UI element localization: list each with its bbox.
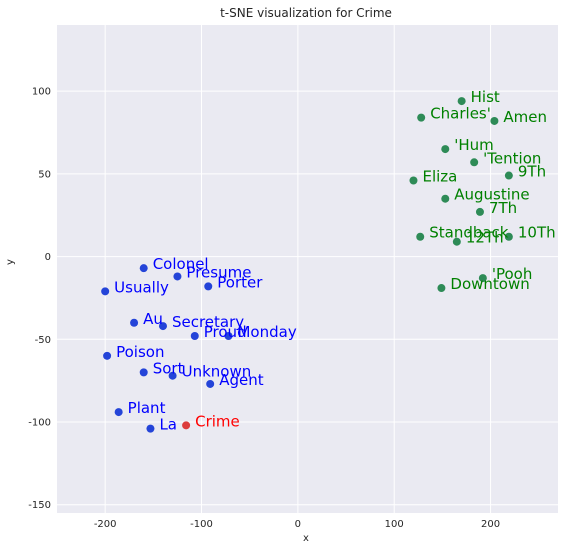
- point-label: Hist: [471, 88, 500, 106]
- point-label: Downtown: [450, 275, 529, 293]
- data-point: [158, 322, 167, 331]
- data-point: [146, 424, 155, 433]
- data-point: [190, 331, 199, 340]
- y-tick-labels: -150 -100 -50 0 50 100: [28, 87, 51, 512]
- y-tick-label: -50: [35, 335, 51, 346]
- point-label: Colonel: [153, 255, 209, 273]
- point-label: 'Tention: [483, 149, 541, 167]
- data-point: [204, 282, 213, 291]
- point-label: Agent: [219, 371, 264, 389]
- data-point: [470, 158, 479, 167]
- y-axis-label: y: [5, 259, 16, 265]
- data-point: [168, 371, 177, 380]
- y-tick-label: 100: [32, 87, 51, 98]
- data-point: [130, 318, 139, 327]
- point-label: La: [159, 416, 177, 434]
- data-point: [206, 379, 215, 388]
- data-point: [173, 272, 182, 281]
- data-point: [409, 176, 418, 185]
- data-point: [114, 408, 123, 417]
- data-point: [441, 145, 450, 154]
- data-point: [103, 351, 112, 360]
- point-label: 12Th: [466, 229, 504, 247]
- point-label: 7Th: [489, 199, 517, 217]
- point-label: 9Th: [518, 163, 546, 181]
- x-tick-label: 100: [385, 519, 404, 530]
- data-point: [182, 421, 191, 430]
- point-label: Plant: [128, 399, 166, 417]
- point-label: Porter: [217, 273, 263, 291]
- data-point: [417, 113, 426, 122]
- data-point: [457, 97, 466, 106]
- point-label: Monday: [237, 323, 296, 341]
- x-tick-label: -200: [94, 519, 117, 530]
- y-tick-label: -100: [28, 418, 51, 429]
- point-label: Sort: [153, 359, 184, 377]
- x-axis-label: x: [303, 533, 309, 544]
- chart-title: t-SNE visualization for Crime: [220, 6, 392, 20]
- y-tick-label: 0: [45, 252, 51, 263]
- grid-lines: [57, 25, 558, 513]
- point-label: Usually: [114, 278, 169, 296]
- data-point: [139, 264, 148, 273]
- point-label: 'Pooh: [492, 265, 532, 283]
- point-label: 10Th: [518, 224, 556, 242]
- data-point: [504, 232, 513, 241]
- x-tick-labels: -200 -100 0 100 200: [94, 519, 500, 530]
- data-point: [504, 171, 513, 180]
- point-label: Proud: [204, 323, 247, 341]
- data-point: [139, 368, 148, 377]
- point-label: Standback: [429, 224, 509, 242]
- point-label: Amen: [503, 108, 547, 126]
- data-points: [101, 97, 513, 433]
- point-label: Unknown: [182, 363, 252, 381]
- data-point: [416, 232, 425, 241]
- point-label: Presume: [186, 263, 251, 281]
- data-point: [452, 237, 461, 246]
- y-tick-label: 50: [38, 169, 51, 180]
- data-point: [490, 116, 499, 125]
- x-tick-label: -100: [190, 519, 213, 530]
- data-point: [475, 207, 484, 216]
- point-label: Crime: [195, 412, 240, 430]
- point-label: Au: [143, 310, 163, 328]
- x-tick-label: 0: [295, 519, 301, 530]
- point-label: Charles': [430, 105, 491, 123]
- point-label: Poison: [116, 343, 164, 361]
- data-point: [437, 284, 446, 293]
- point-label: Secretary: [172, 313, 244, 331]
- point-label: Eliza: [422, 167, 457, 185]
- x-tick-label: 200: [481, 519, 500, 530]
- data-point: [101, 287, 110, 296]
- data-point: [441, 194, 450, 203]
- data-point: [224, 331, 233, 340]
- point-label: Augustine: [454, 186, 529, 204]
- point-label: 'Hum: [454, 136, 494, 154]
- y-tick-label: -150: [28, 500, 51, 511]
- data-point: [478, 274, 487, 283]
